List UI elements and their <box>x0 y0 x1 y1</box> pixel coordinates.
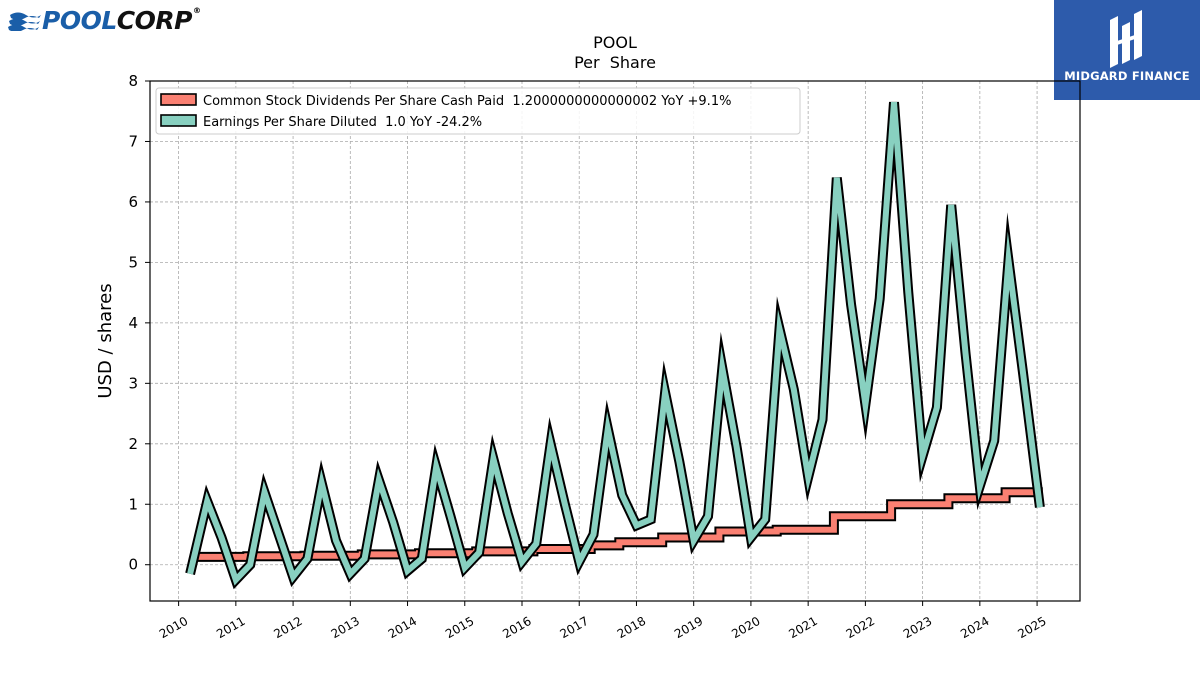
legend-box <box>155 87 801 135</box>
x-tick-label: 2013 <box>329 614 362 641</box>
y-tick-label: 0 <box>128 556 138 574</box>
y-tick-label: 2 <box>128 435 138 453</box>
plot-frame <box>149 80 1081 602</box>
waves-icon <box>8 12 41 31</box>
y-tick-label: 8 <box>128 72 138 90</box>
x-tick-label: 2012 <box>271 614 304 641</box>
x-tick-label: 2021 <box>786 614 819 641</box>
x-tick-label: 2023 <box>901 614 934 641</box>
x-tick-label: 2018 <box>615 614 648 641</box>
x-tick-label: 2019 <box>672 614 705 641</box>
legend-label-1: Common Stock Dividends Per Share Cash Pa… <box>203 94 731 109</box>
x-tick-label: 2024 <box>958 614 991 641</box>
x-tick-label: 2010 <box>157 614 190 641</box>
legend-swatch-1 <box>160 93 197 106</box>
y-tick-label: 5 <box>128 253 138 271</box>
x-tick-label: 2014 <box>386 614 419 641</box>
x-tick-label: 2022 <box>844 614 877 641</box>
x-tick-label: 2015 <box>443 614 476 641</box>
legend: Common Stock Dividends Per Share Cash Pa… <box>155 87 801 135</box>
midgard-finance-label: MIDGARD FINANCE <box>1064 69 1190 83</box>
series-2-line <box>187 101 1043 586</box>
plot-area <box>185 101 1045 590</box>
chart-title: POOL <box>593 33 637 52</box>
x-tick-label: 2016 <box>500 614 533 641</box>
chart-subtitle: Per Share <box>574 53 656 72</box>
poolcorp-wordmark: POOLCORP® <box>42 5 201 35</box>
y-tick-label: 6 <box>128 193 138 211</box>
x-tick-label: 2017 <box>558 614 591 641</box>
legend-label-2: Earnings Per Share Diluted 1.0 YoY -24.2… <box>203 115 482 130</box>
y-tick-label: 4 <box>128 314 138 332</box>
x-tick-label: 2025 <box>1015 614 1048 641</box>
y-tick-label: 7 <box>128 132 138 150</box>
y-tick-label: 1 <box>128 495 138 513</box>
midgard-mark-icon <box>1110 10 1142 68</box>
y-tick-label: 3 <box>128 374 138 392</box>
poolcorp-logo: POOLCORP® <box>8 5 201 35</box>
x-tick-label: 2020 <box>729 614 762 641</box>
x-tick-label: 2011 <box>214 614 247 641</box>
midgard-finance-badge: MIDGARD FINANCE <box>1054 0 1200 100</box>
y-axis-label: USD / shares <box>95 283 116 398</box>
x-axis: 2010 2011 2012 2013 2014 2015 2016 2017 2018 2019… <box>157 601 1049 641</box>
y-axis: 0 1 2 3 4 5 6 7 8 <box>128 72 150 574</box>
legend-swatch-2 <box>160 114 197 127</box>
